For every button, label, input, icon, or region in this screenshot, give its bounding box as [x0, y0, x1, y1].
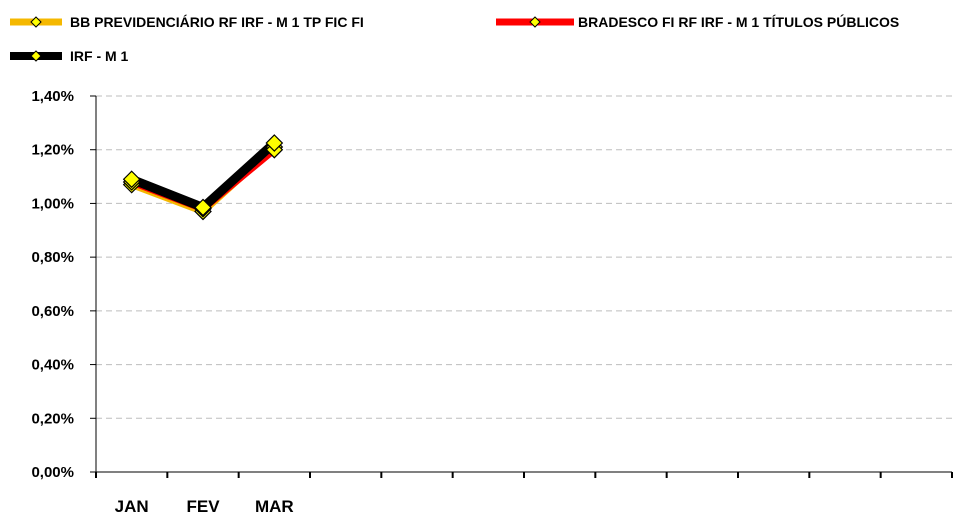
y-tick-label: 1,40% [31, 88, 74, 105]
y-tick-label: 0,20% [31, 410, 74, 427]
plot-area: 0,00% 0,20% 0,40% 0,60% 0,80% 1,00% 1,20% 1,40%… [31, 88, 953, 516]
y-tick-label: 0,40% [31, 357, 74, 374]
x-tick-label: FEV [186, 497, 220, 516]
data-point-2 [122, 170, 141, 189]
y-tick-label: 1,20% [31, 142, 74, 159]
legend: BB PREVIDENCIÁRIO RF IRF - M 1 TP FIC FI… [10, 13, 899, 64]
x-tick-label: MAR [255, 497, 294, 516]
legend-label-irf: IRF - M 1 [70, 48, 129, 64]
y-tick-label: 0,80% [31, 249, 74, 266]
data-point-2 [265, 134, 284, 152]
series-line-2 [130, 139, 278, 212]
data-point-2 [194, 198, 212, 217]
legend-label-bb: BB PREVIDENCIÁRIO RF IRF - M 1 TP FIC FI [70, 14, 364, 30]
y-tick-label: 0,00% [31, 464, 74, 481]
legend-label-bradesco: BRADESCO FI RF IRF - M 1 TÍTULOS PÚBLICO… [578, 13, 899, 30]
y-tick-label: 0,60% [31, 303, 74, 320]
legend-marker-bb [30, 16, 42, 28]
y-tick-label: 1,00% [31, 195, 74, 212]
legend-marker-irf [30, 50, 42, 62]
x-tick-label: JAN [115, 497, 149, 516]
legend-item-bradesco: BRADESCO FI RF IRF - M 1 TÍTULOS PÚBLICO… [496, 13, 899, 30]
legend-item-bb: BB PREVIDENCIÁRIO RF IRF - M 1 TP FIC FI [10, 14, 364, 30]
legend-item-irf: IRF - M 1 [10, 48, 129, 64]
legend-marker-bradesco [529, 16, 541, 28]
